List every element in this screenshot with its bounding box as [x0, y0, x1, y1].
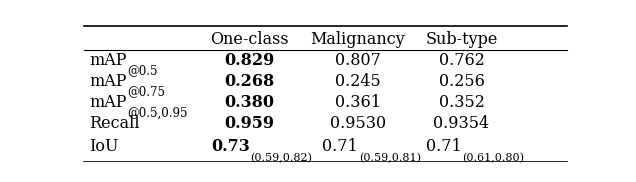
Text: @0.75: @0.75 [127, 85, 165, 98]
Text: IoU: IoU [89, 139, 119, 155]
Text: mAP: mAP [89, 94, 127, 111]
Text: @0.5,0.95: @0.5,0.95 [127, 106, 188, 119]
Text: 0.245: 0.245 [335, 73, 381, 90]
Text: 0.361: 0.361 [335, 94, 381, 111]
Text: mAP: mAP [89, 73, 127, 90]
Text: 0.380: 0.380 [225, 94, 275, 111]
Text: 0.71: 0.71 [322, 139, 358, 155]
Text: 0.352: 0.352 [439, 94, 485, 111]
Text: (0.59,0.81): (0.59,0.81) [359, 153, 421, 163]
Text: 0.9530: 0.9530 [330, 115, 386, 132]
Text: 0.73: 0.73 [211, 139, 249, 155]
Text: 0.268: 0.268 [225, 73, 275, 90]
Text: 0.959: 0.959 [225, 115, 275, 132]
Text: mAP: mAP [89, 52, 127, 69]
Text: 0.256: 0.256 [439, 73, 485, 90]
Text: Sub-type: Sub-type [425, 31, 498, 48]
Text: One-class: One-class [211, 31, 289, 48]
Text: (0.59,0.82): (0.59,0.82) [251, 153, 312, 163]
Text: @0.5: @0.5 [127, 64, 157, 77]
Text: (0.61,0.80): (0.61,0.80) [462, 153, 525, 163]
Text: 0.807: 0.807 [335, 52, 381, 69]
Text: Recall: Recall [89, 115, 140, 132]
Text: 0.829: 0.829 [225, 52, 275, 69]
Text: Malignancy: Malignancy [310, 31, 405, 48]
Text: 0.9354: 0.9354 [434, 115, 490, 132]
Text: 0.762: 0.762 [439, 52, 485, 69]
Text: 0.71: 0.71 [425, 139, 462, 155]
